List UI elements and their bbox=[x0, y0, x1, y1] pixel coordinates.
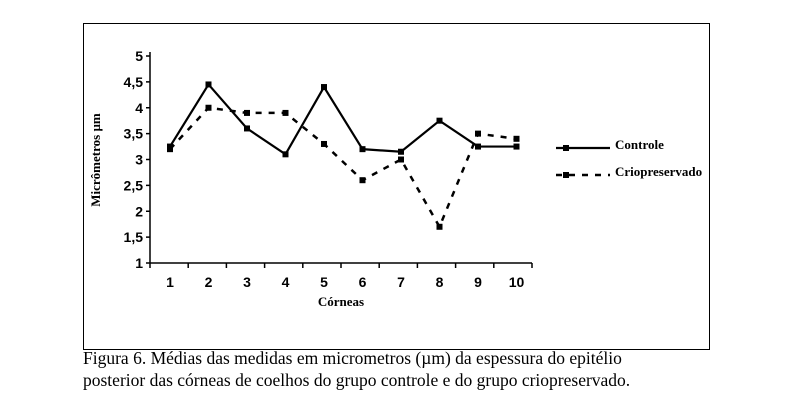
data-point bbox=[398, 148, 404, 155]
x-tick-label: 6 bbox=[359, 274, 367, 290]
y-tick-label: 3,5 bbox=[124, 126, 144, 142]
data-point bbox=[282, 151, 289, 158]
y-tick-label: 5 bbox=[135, 48, 143, 64]
x-tick-label: 4 bbox=[282, 274, 290, 290]
caption-line-2: posterior das córneas de coelhos do grup… bbox=[83, 370, 631, 390]
y-tick-label: 2,5 bbox=[124, 177, 144, 193]
data-point bbox=[205, 81, 212, 88]
x-tick-label: 3 bbox=[243, 274, 251, 290]
data-point bbox=[475, 143, 481, 150]
caption-line-1: Figura 6. Médias das medidas em micromet… bbox=[83, 348, 622, 368]
x-tick-label: 9 bbox=[474, 274, 482, 290]
data-point bbox=[436, 117, 443, 124]
data-point bbox=[282, 109, 289, 116]
legend-label: Controle bbox=[615, 137, 664, 152]
y-axis-title: Micrômetros µm bbox=[88, 113, 103, 207]
x-tick-label: 5 bbox=[320, 274, 328, 290]
data-point bbox=[321, 84, 327, 91]
x-axis-title: Córneas bbox=[318, 294, 364, 309]
data-point bbox=[513, 135, 520, 142]
data-point bbox=[244, 125, 250, 132]
data-point bbox=[244, 109, 250, 116]
data-point bbox=[205, 104, 212, 111]
data-point bbox=[321, 140, 327, 147]
x-tick-label: 1 bbox=[166, 274, 174, 290]
data-point bbox=[167, 146, 173, 153]
figure-frame bbox=[83, 23, 710, 350]
y-tick-label: 4,5 bbox=[124, 74, 144, 90]
y-tick-label: 1 bbox=[135, 255, 143, 271]
data-point bbox=[436, 223, 443, 230]
y-tick-label: 4 bbox=[135, 100, 143, 116]
legend-marker bbox=[563, 145, 569, 151]
x-tick-label: 10 bbox=[509, 274, 525, 290]
series-line-controle bbox=[169, 82, 517, 156]
x-tick-label: 2 bbox=[205, 274, 213, 290]
data-point bbox=[475, 130, 481, 137]
series-line-criopreservado bbox=[169, 106, 517, 230]
data-point bbox=[359, 177, 366, 184]
x-tick-label: 8 bbox=[436, 274, 444, 290]
legend-label: Criopreservado bbox=[615, 164, 702, 179]
x-tick-label: 7 bbox=[397, 274, 405, 290]
data-point bbox=[398, 156, 404, 163]
legend-marker bbox=[563, 172, 569, 178]
y-tick-label: 1,5 bbox=[124, 229, 144, 245]
data-point bbox=[513, 143, 520, 150]
y-tick-label: 2 bbox=[135, 203, 143, 219]
data-point bbox=[359, 146, 366, 153]
y-tick-label: 3 bbox=[135, 152, 143, 168]
